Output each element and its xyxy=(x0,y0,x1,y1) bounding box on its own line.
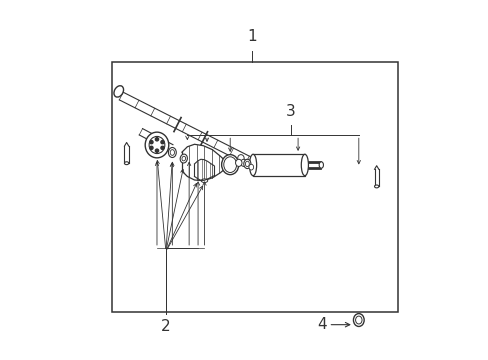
Ellipse shape xyxy=(221,155,238,175)
Circle shape xyxy=(155,149,158,152)
Ellipse shape xyxy=(244,159,250,168)
Ellipse shape xyxy=(248,164,253,170)
Circle shape xyxy=(149,140,153,144)
Ellipse shape xyxy=(168,148,176,157)
Ellipse shape xyxy=(201,179,207,183)
Ellipse shape xyxy=(353,314,364,327)
Ellipse shape xyxy=(170,150,174,156)
Circle shape xyxy=(149,146,153,149)
Ellipse shape xyxy=(180,154,187,163)
Ellipse shape xyxy=(301,154,308,176)
Ellipse shape xyxy=(224,157,236,172)
Ellipse shape xyxy=(355,316,361,324)
Ellipse shape xyxy=(249,154,256,176)
Ellipse shape xyxy=(245,161,249,167)
Text: 3: 3 xyxy=(285,104,295,119)
Ellipse shape xyxy=(149,136,164,154)
Circle shape xyxy=(155,138,158,141)
Circle shape xyxy=(161,146,164,149)
Ellipse shape xyxy=(182,156,185,161)
Ellipse shape xyxy=(374,185,378,188)
Ellipse shape xyxy=(124,162,128,165)
Ellipse shape xyxy=(253,160,260,169)
Bar xyxy=(112,62,397,312)
Ellipse shape xyxy=(235,159,242,166)
Bar xyxy=(253,154,304,176)
Ellipse shape xyxy=(237,155,244,162)
Circle shape xyxy=(161,140,164,144)
Text: 2: 2 xyxy=(161,319,170,334)
Text: 1: 1 xyxy=(246,29,256,44)
Text: 4: 4 xyxy=(316,317,326,332)
Ellipse shape xyxy=(114,86,123,97)
Ellipse shape xyxy=(240,159,246,166)
Ellipse shape xyxy=(319,162,323,168)
Ellipse shape xyxy=(145,132,168,158)
